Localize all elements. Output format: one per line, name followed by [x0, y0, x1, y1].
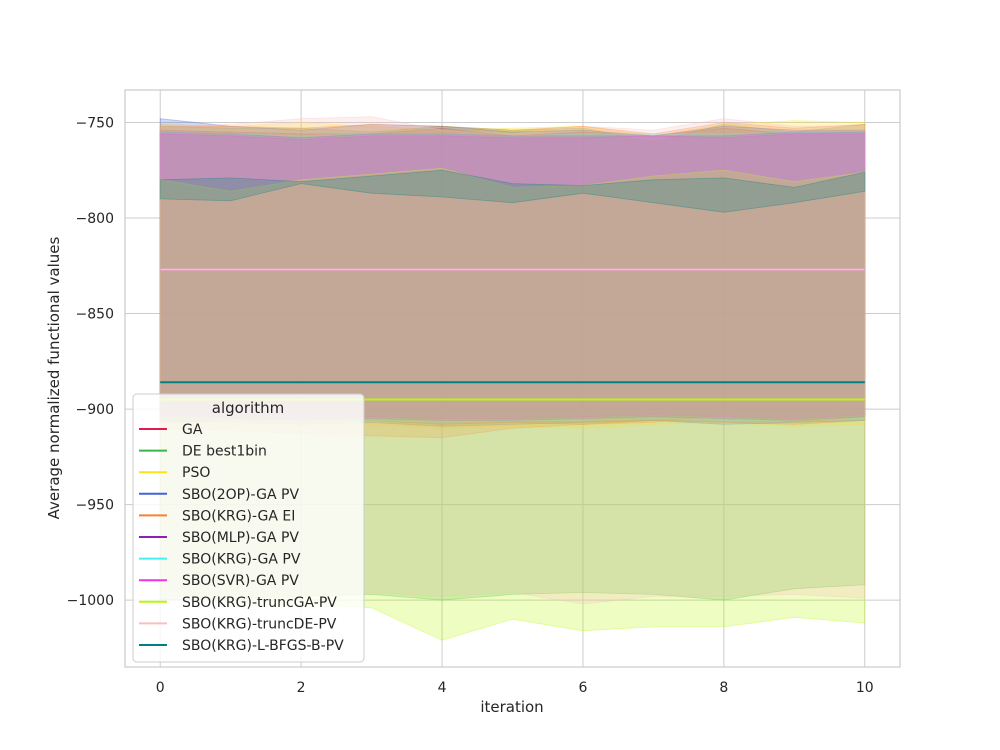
y-tick-label: −950 — [76, 498, 114, 514]
x-tick-labels: 0 2 4 6 8 10 — [156, 680, 874, 696]
legend-entry: SBO(SVR)-GA PV — [182, 573, 299, 589]
x-axis-label: iteration — [480, 698, 543, 716]
legend-items: GA DE best1bin PSO SBO(2OP)-GA PV SBO(KRG)-G… — [139, 422, 344, 654]
y-tick-label: −850 — [76, 307, 114, 323]
legend-entry: SBO(KRG)-truncDE-PV — [182, 616, 337, 632]
x-tick-label: 4 — [438, 680, 447, 696]
confidence-bands — [159, 116, 866, 641]
legend-entry: SBO(2OP)-GA PV — [182, 487, 299, 503]
legend-entry: SBO(KRG)-L-BFGS-B-PV — [182, 638, 344, 654]
x-tick-label: 6 — [578, 680, 587, 696]
legend-entry: SBO(KRG)-truncGA-PV — [182, 595, 337, 611]
y-axis-label: Average normalized functional values — [45, 236, 63, 519]
plot-frame — [124, 89, 901, 668]
y-tick-label: −750 — [76, 115, 114, 131]
x-tick-label: 10 — [856, 680, 874, 696]
grid — [125, 90, 900, 667]
y-tick-label: −800 — [76, 211, 114, 227]
band-10 — [159, 169, 866, 213]
legend-entry: PSO — [182, 465, 210, 481]
legend-entry: SBO(KRG)-GA PV — [182, 552, 301, 568]
x-tick-label: 2 — [297, 680, 306, 696]
x-tick-label: 0 — [156, 680, 165, 696]
legend: algorithm GA DE best1bin PSO SBO(2OP)-GA PV… — [132, 393, 365, 663]
y-tick-label: −900 — [76, 402, 114, 418]
y-tick-labels: −750 −800 −850 −900 −950 −1000 — [67, 115, 114, 609]
x-tick-label: 8 — [719, 680, 728, 696]
legend-entry: DE best1bin — [182, 444, 267, 460]
legend-entry: SBO(MLP)-GA PV — [182, 530, 299, 546]
legend-box — [132, 393, 365, 663]
legend-entry: SBO(KRG)-GA EI — [182, 508, 295, 524]
legend-entry: GA — [182, 422, 203, 438]
y-tick-label: −1000 — [67, 593, 114, 609]
legend-title: algorithm — [212, 399, 284, 417]
